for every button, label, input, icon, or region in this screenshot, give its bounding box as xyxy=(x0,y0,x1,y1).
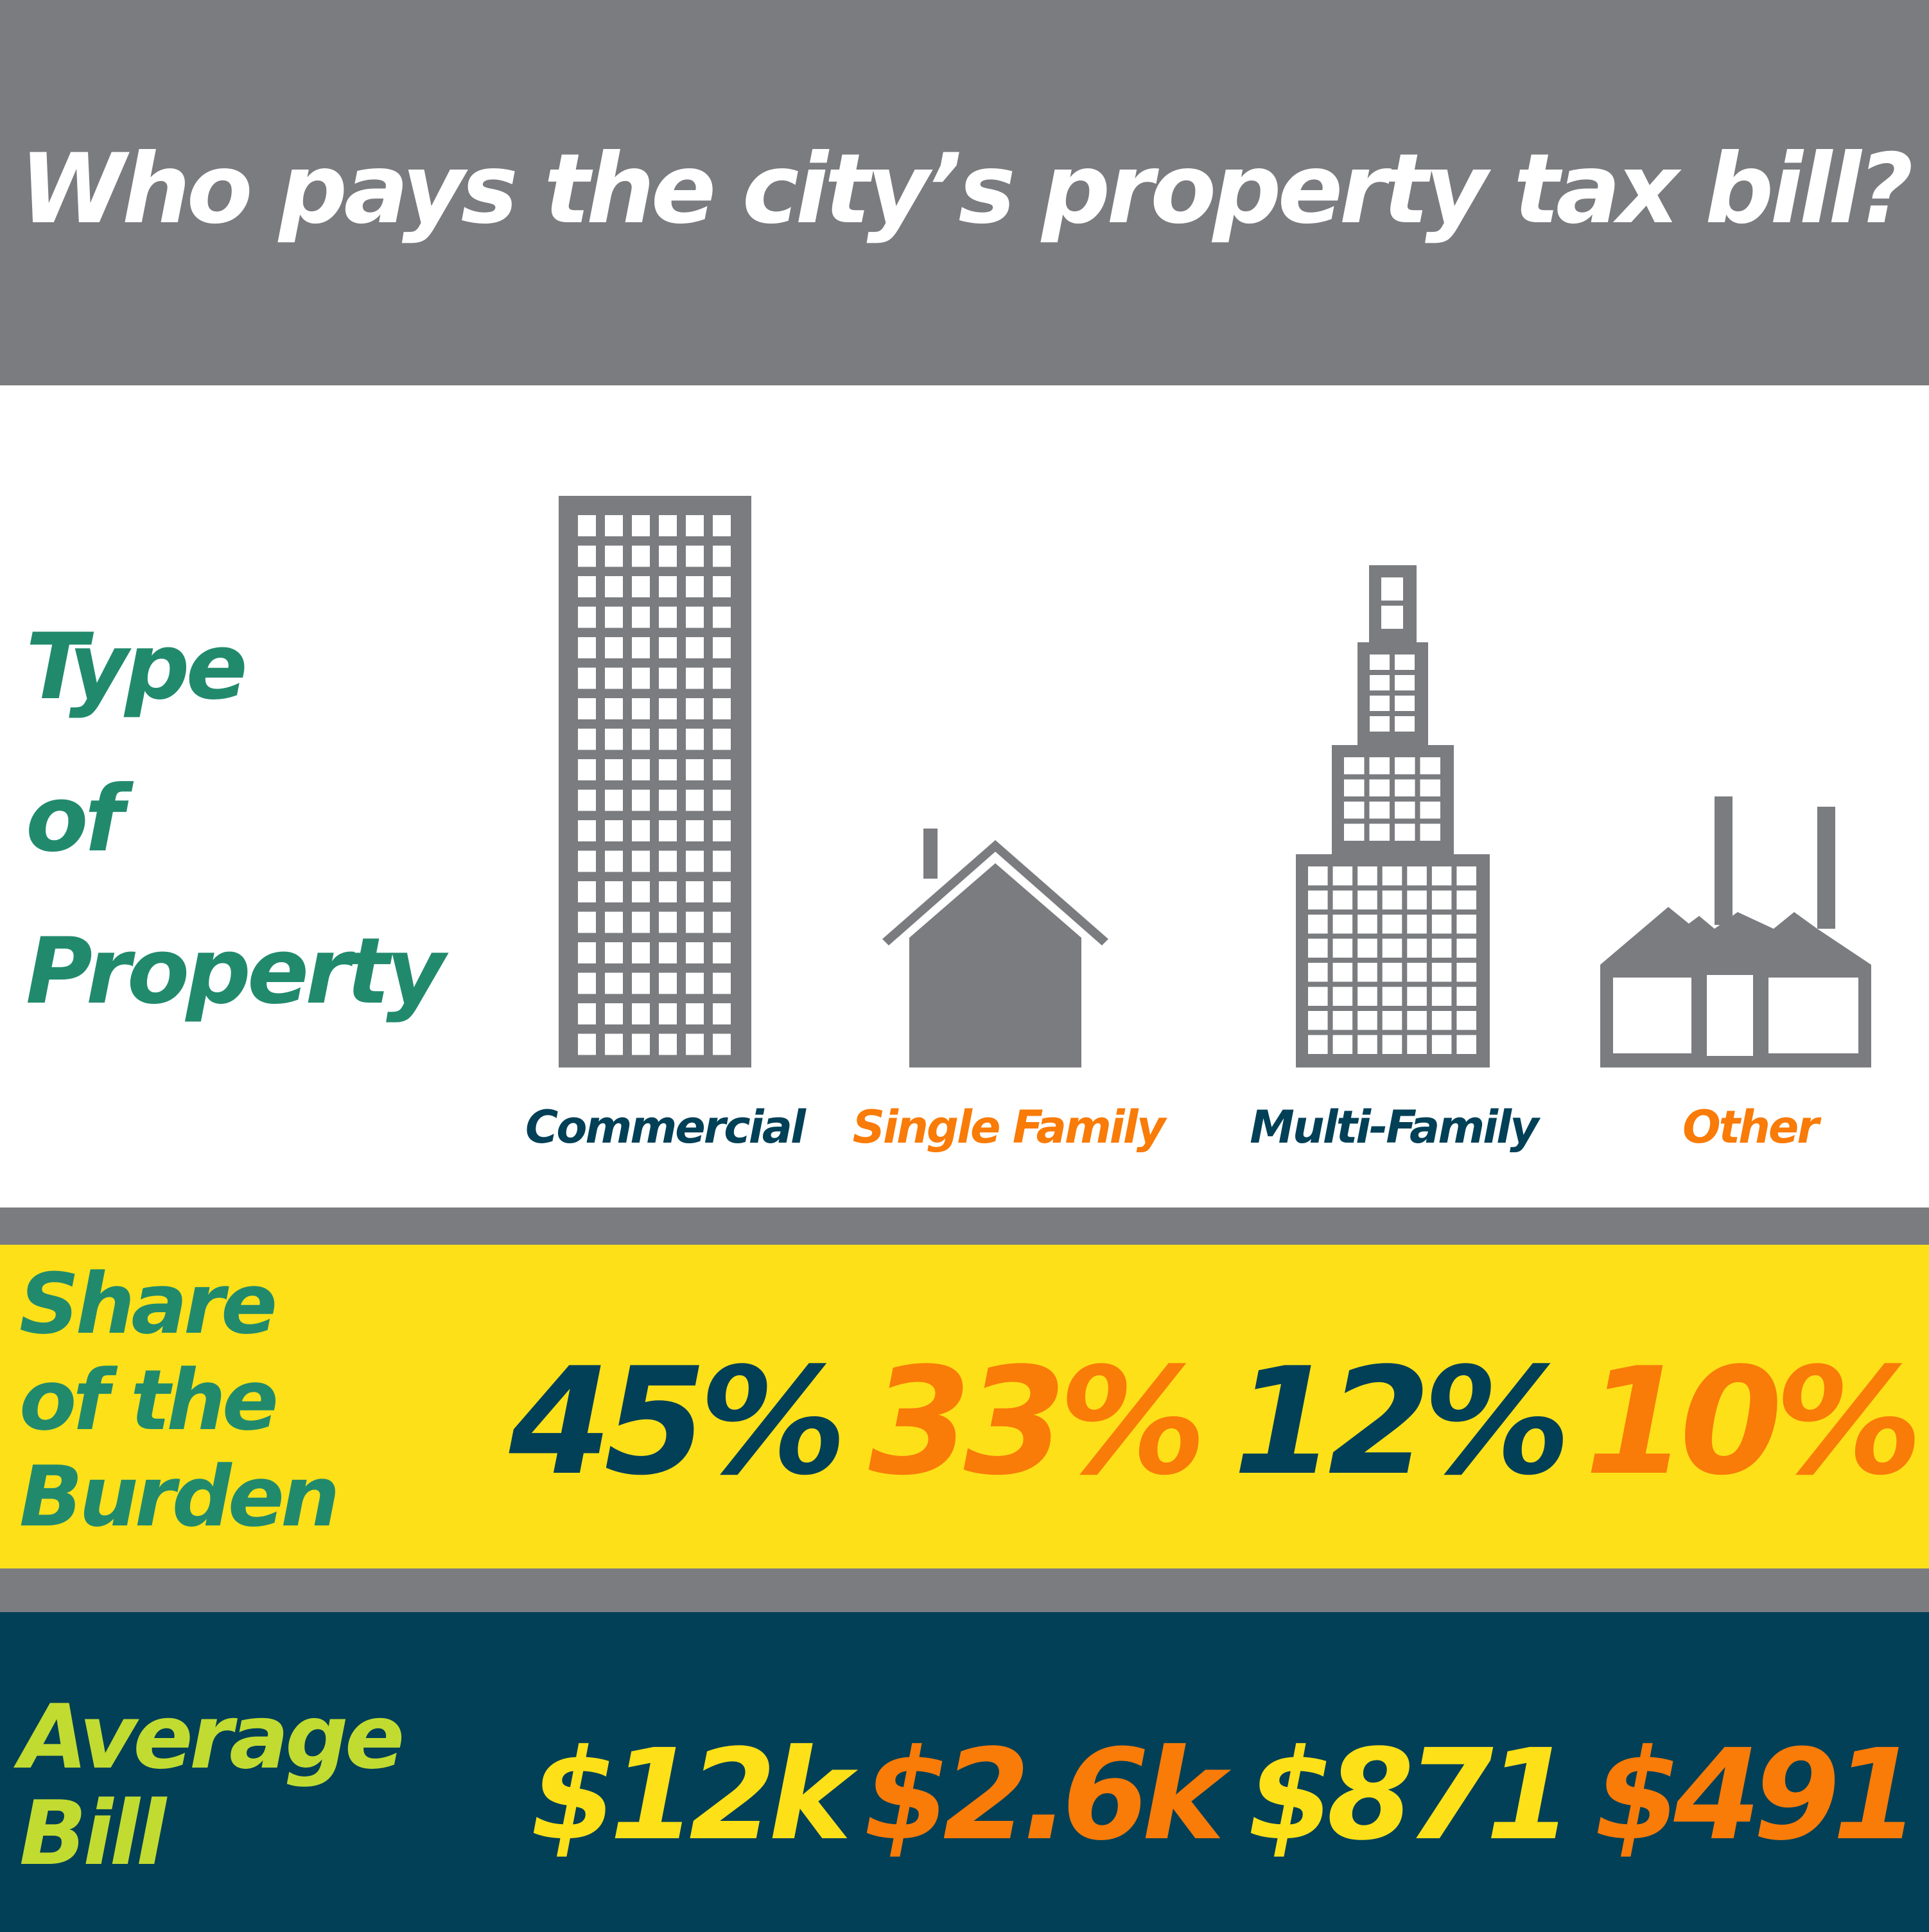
gray-divider xyxy=(0,1568,1929,1612)
type-label-line: Type xyxy=(26,614,248,720)
office-tower-icon xyxy=(559,496,751,1067)
share-commercial: 45% xyxy=(509,1337,848,1508)
bill-other: $491 xyxy=(1594,1722,1920,1868)
share-multi-family: 12% xyxy=(1233,1337,1571,1508)
header-banner xyxy=(0,0,1929,385)
stepped-skyscraper-icon xyxy=(1296,565,1490,1067)
bill-multi-family: $871 xyxy=(1247,1722,1573,1868)
type-label-multi-family: Multi-Family xyxy=(1250,1101,1539,1154)
share-label-line: Burden xyxy=(19,1448,340,1545)
share-other: 10% xyxy=(1584,1337,1923,1508)
share-of-burden-label: Share of the Burden xyxy=(19,1255,340,1545)
type-label-line: of xyxy=(26,766,124,872)
share-of-burden-band xyxy=(0,1245,1929,1568)
average-bill-label: Average Bill xyxy=(19,1685,405,1885)
property-types-section xyxy=(0,385,1929,1208)
share-label-line: Share xyxy=(19,1255,277,1353)
avg-label-line: Average xyxy=(19,1685,405,1789)
page-title: Who pays the city’s property tax bill? xyxy=(19,134,1913,245)
type-label-other: Other xyxy=(1682,1101,1819,1154)
type-of-property-label: Type of Property xyxy=(26,591,446,1048)
avg-label-line: Bill xyxy=(19,1782,166,1885)
type-label-line: Property xyxy=(26,918,446,1024)
share-label-line: of the xyxy=(19,1351,279,1449)
gray-divider xyxy=(0,1208,1929,1245)
bill-commercial: $12k xyxy=(530,1722,852,1868)
house-icon xyxy=(882,829,1108,1067)
factory-icon xyxy=(1600,796,1871,1067)
bill-single-family: $2.6k xyxy=(863,1722,1225,1868)
type-label-commercial: Commercial xyxy=(525,1101,806,1154)
average-bill-band xyxy=(0,1612,1929,1932)
type-label-single-family: Single Family xyxy=(852,1101,1166,1154)
share-single-family: 33% xyxy=(868,1337,1207,1508)
